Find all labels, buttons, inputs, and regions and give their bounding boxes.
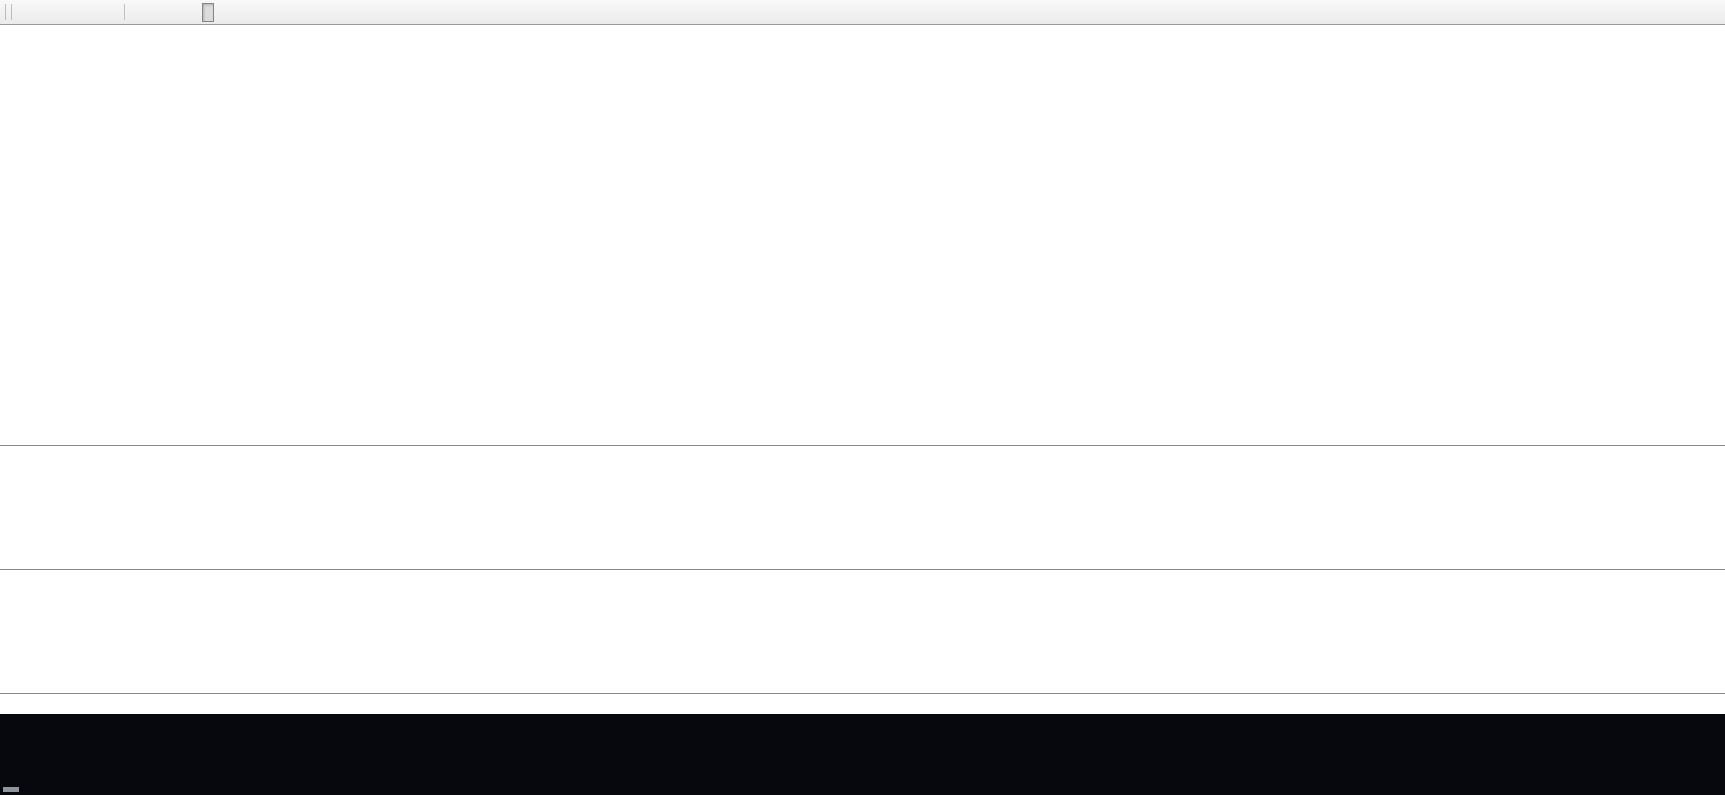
timeframe-m15[interactable] xyxy=(160,3,172,22)
taskbar-item xyxy=(3,787,19,792)
text-tool-icon[interactable] xyxy=(39,2,59,22)
price-chart-canvas[interactable] xyxy=(0,25,1725,445)
toolbar-grip[interactable] xyxy=(5,4,12,20)
price-chart-panel xyxy=(0,25,1725,445)
macd-canvas[interactable] xyxy=(0,446,1725,569)
rsi-canvas[interactable] xyxy=(0,570,1725,693)
cursor-tool-icon[interactable] xyxy=(83,2,103,22)
time-axis[interactable] xyxy=(0,693,1725,714)
dropdown-arrow-icon[interactable] xyxy=(105,2,117,22)
macd-panel xyxy=(0,445,1725,569)
crosshair-icon[interactable] xyxy=(61,2,81,22)
time-axis-canvas xyxy=(0,694,1725,714)
rsi-panel xyxy=(0,569,1725,693)
timeframe-h1[interactable] xyxy=(188,3,200,22)
timeframe-d1[interactable] xyxy=(216,3,228,22)
toolbar xyxy=(0,0,1725,25)
timeframe-m1[interactable] xyxy=(132,3,144,22)
timeframe-m5[interactable] xyxy=(146,3,158,22)
bar-chart-icon[interactable] xyxy=(17,2,37,22)
timeframe-mn[interactable] xyxy=(244,3,256,22)
timeframe-m30[interactable] xyxy=(174,3,186,22)
taskbar xyxy=(0,714,1725,795)
toolbar-separator xyxy=(124,4,125,20)
timeframe-h4[interactable] xyxy=(202,2,214,22)
timeframe-w1[interactable] xyxy=(230,3,242,22)
